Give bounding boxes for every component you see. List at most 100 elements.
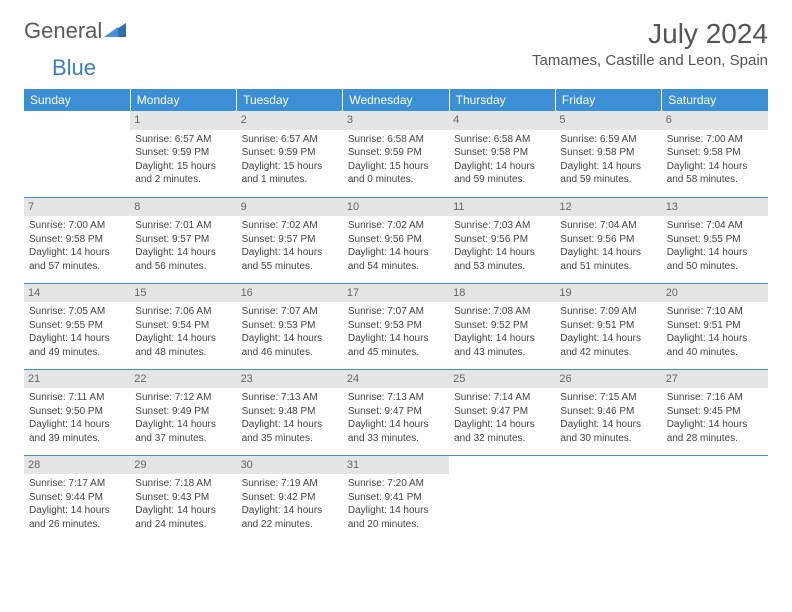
cell-sunrise: Sunrise: 6:57 AM [135, 133, 231, 147]
calendar-row: 7Sunrise: 7:00 AMSunset: 9:58 PMDaylight… [24, 197, 768, 283]
calendar-cell: 11Sunrise: 7:03 AMSunset: 9:56 PMDayligh… [449, 197, 555, 283]
cell-sunrise: Sunrise: 7:02 AM [348, 219, 444, 233]
day-number: 13 [662, 198, 768, 217]
cell-sunset: Sunset: 9:56 PM [454, 233, 550, 247]
cell-daylight2: and 30 minutes. [560, 432, 656, 446]
cell-daylight2: and 20 minutes. [348, 518, 444, 532]
weekday-header: Friday [555, 89, 661, 111]
cell-sunrise: Sunrise: 7:10 AM [667, 305, 763, 319]
cell-sunrise: Sunrise: 7:19 AM [242, 477, 338, 491]
cell-sunset: Sunset: 9:52 PM [454, 319, 550, 333]
calendar-cell: 6Sunrise: 7:00 AMSunset: 9:58 PMDaylight… [662, 111, 768, 197]
cell-sunrise: Sunrise: 7:09 AM [560, 305, 656, 319]
cell-daylight2: and 24 minutes. [135, 518, 231, 532]
cell-daylight2: and 33 minutes. [348, 432, 444, 446]
day-number: 12 [555, 198, 661, 217]
day-number: 18 [449, 284, 555, 303]
cell-daylight1: Daylight: 14 hours [667, 418, 763, 432]
cell-sunrise: Sunrise: 6:59 AM [560, 133, 656, 147]
logo-triangle-icon [104, 21, 126, 42]
cell-daylight1: Daylight: 14 hours [560, 160, 656, 174]
cell-sunrise: Sunrise: 7:02 AM [242, 219, 338, 233]
day-number: 31 [343, 456, 449, 475]
cell-sunrise: Sunrise: 6:58 AM [454, 133, 550, 147]
calendar-cell: 8Sunrise: 7:01 AMSunset: 9:57 PMDaylight… [130, 197, 236, 283]
cell-daylight2: and 46 minutes. [242, 346, 338, 360]
cell-daylight1: Daylight: 14 hours [348, 504, 444, 518]
day-number: 27 [662, 370, 768, 389]
calendar-cell: 23Sunrise: 7:13 AMSunset: 9:48 PMDayligh… [237, 369, 343, 455]
cell-daylight1: Daylight: 14 hours [348, 246, 444, 260]
calendar-row: 14Sunrise: 7:05 AMSunset: 9:55 PMDayligh… [24, 283, 768, 369]
calendar-cell: 16Sunrise: 7:07 AMSunset: 9:53 PMDayligh… [237, 283, 343, 369]
calendar-cell [662, 455, 768, 541]
day-number: 19 [555, 284, 661, 303]
calendar-cell [24, 111, 130, 197]
day-number: 4 [449, 111, 555, 130]
day-number: 1 [130, 111, 236, 130]
calendar-cell: 2Sunrise: 6:57 AMSunset: 9:59 PMDaylight… [237, 111, 343, 197]
day-number: 28 [24, 456, 130, 475]
cell-sunset: Sunset: 9:46 PM [560, 405, 656, 419]
cell-daylight2: and 54 minutes. [348, 260, 444, 274]
cell-daylight2: and 37 minutes. [135, 432, 231, 446]
cell-daylight1: Daylight: 14 hours [29, 504, 125, 518]
cell-sunrise: Sunrise: 7:00 AM [667, 133, 763, 147]
calendar-cell: 9Sunrise: 7:02 AMSunset: 9:57 PMDaylight… [237, 197, 343, 283]
cell-daylight2: and 43 minutes. [454, 346, 550, 360]
cell-sunrise: Sunrise: 7:12 AM [135, 391, 231, 405]
cell-daylight2: and 0 minutes. [348, 173, 444, 187]
cell-sunset: Sunset: 9:51 PM [667, 319, 763, 333]
calendar-cell: 1Sunrise: 6:57 AMSunset: 9:59 PMDaylight… [130, 111, 236, 197]
logo-word2: Blue [52, 55, 96, 81]
cell-sunset: Sunset: 9:44 PM [29, 491, 125, 505]
calendar-cell: 25Sunrise: 7:14 AMSunset: 9:47 PMDayligh… [449, 369, 555, 455]
cell-sunrise: Sunrise: 7:00 AM [29, 219, 125, 233]
calendar-cell: 5Sunrise: 6:59 AMSunset: 9:58 PMDaylight… [555, 111, 661, 197]
cell-sunset: Sunset: 9:47 PM [454, 405, 550, 419]
cell-sunrise: Sunrise: 7:04 AM [667, 219, 763, 233]
cell-sunrise: Sunrise: 7:06 AM [135, 305, 231, 319]
cell-sunrise: Sunrise: 7:16 AM [667, 391, 763, 405]
cell-sunrise: Sunrise: 7:18 AM [135, 477, 231, 491]
cell-sunrise: Sunrise: 7:14 AM [454, 391, 550, 405]
calendar-row: 21Sunrise: 7:11 AMSunset: 9:50 PMDayligh… [24, 369, 768, 455]
cell-sunrise: Sunrise: 7:20 AM [348, 477, 444, 491]
cell-daylight2: and 35 minutes. [242, 432, 338, 446]
cell-daylight2: and 32 minutes. [454, 432, 550, 446]
cell-sunset: Sunset: 9:53 PM [242, 319, 338, 333]
cell-daylight1: Daylight: 14 hours [29, 418, 125, 432]
month-year: July 2024 [532, 18, 768, 50]
calendar-cell: 4Sunrise: 6:58 AMSunset: 9:58 PMDaylight… [449, 111, 555, 197]
calendar-table: Sunday Monday Tuesday Wednesday Thursday… [24, 89, 768, 541]
weekday-header-row: Sunday Monday Tuesday Wednesday Thursday… [24, 89, 768, 111]
cell-sunrise: Sunrise: 6:58 AM [348, 133, 444, 147]
calendar-cell: 7Sunrise: 7:00 AMSunset: 9:58 PMDaylight… [24, 197, 130, 283]
calendar-row: 1Sunrise: 6:57 AMSunset: 9:59 PMDaylight… [24, 111, 768, 197]
calendar-cell: 24Sunrise: 7:13 AMSunset: 9:47 PMDayligh… [343, 369, 449, 455]
day-number: 8 [130, 198, 236, 217]
calendar-cell: 30Sunrise: 7:19 AMSunset: 9:42 PMDayligh… [237, 455, 343, 541]
cell-sunrise: Sunrise: 7:11 AM [29, 391, 125, 405]
location: Tamames, Castille and Leon, Spain [532, 52, 768, 69]
cell-sunset: Sunset: 9:51 PM [560, 319, 656, 333]
cell-daylight1: Daylight: 15 hours [135, 160, 231, 174]
day-number: 21 [24, 370, 130, 389]
cell-sunset: Sunset: 9:45 PM [667, 405, 763, 419]
cell-daylight2: and 48 minutes. [135, 346, 231, 360]
cell-daylight2: and 59 minutes. [560, 173, 656, 187]
day-number: 17 [343, 284, 449, 303]
cell-daylight1: Daylight: 14 hours [560, 418, 656, 432]
cell-daylight2: and 59 minutes. [454, 173, 550, 187]
cell-daylight1: Daylight: 14 hours [348, 418, 444, 432]
cell-sunset: Sunset: 9:58 PM [454, 146, 550, 160]
cell-sunrise: Sunrise: 7:13 AM [242, 391, 338, 405]
title-block: July 2024 Tamames, Castille and Leon, Sp… [532, 18, 768, 69]
cell-daylight2: and 1 minutes. [242, 173, 338, 187]
cell-sunset: Sunset: 9:56 PM [560, 233, 656, 247]
weekday-header: Sunday [24, 89, 130, 111]
cell-daylight2: and 57 minutes. [29, 260, 125, 274]
cell-daylight1: Daylight: 14 hours [242, 246, 338, 260]
cell-daylight2: and 45 minutes. [348, 346, 444, 360]
calendar-cell [449, 455, 555, 541]
